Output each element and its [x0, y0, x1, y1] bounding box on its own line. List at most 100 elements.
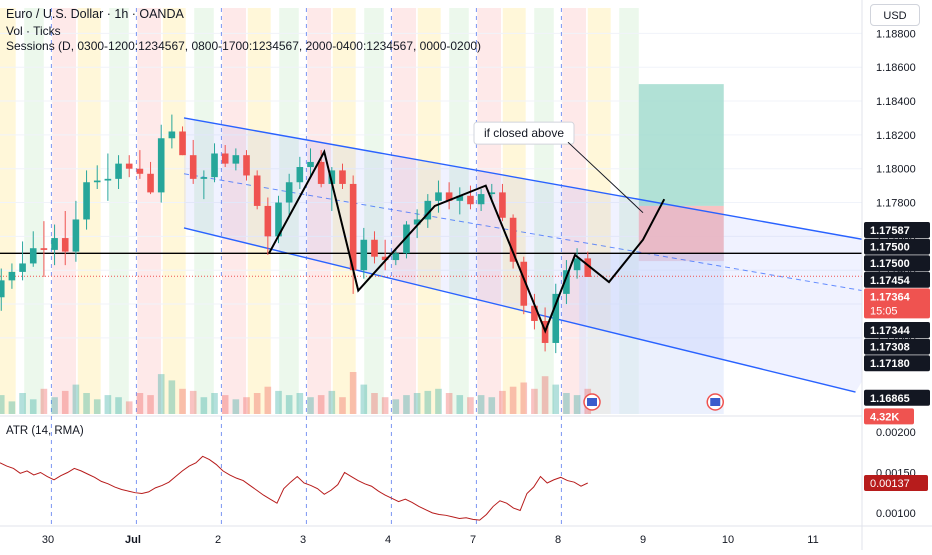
candle-body [563, 270, 570, 294]
volume-bar [189, 390, 197, 414]
session-band [137, 8, 162, 414]
candle-body [93, 180, 101, 183]
candle-body [115, 163, 122, 179]
time-tick-label: 9 [640, 534, 646, 546]
position-zones [184, 84, 932, 414]
volume-bar [0, 395, 5, 414]
candle-body [104, 178, 112, 181]
volume-bar [541, 376, 549, 414]
volume-bar [275, 390, 282, 414]
volume-label: Vol · Ticks [6, 24, 61, 38]
projection-zone [579, 253, 724, 414]
volume-bar [40, 388, 48, 414]
atr-last-tag [864, 475, 928, 491]
session-band [247, 8, 271, 414]
candle-body [232, 155, 240, 164]
candle-body [317, 161, 325, 184]
candle-body [243, 155, 250, 176]
volume-bar [445, 393, 453, 414]
price-tags: 1.17587 1.17500 1.17500 1.17454 1.17364 15:05… [864, 222, 930, 425]
volume-bar [61, 390, 69, 414]
session-band [392, 8, 417, 414]
channel-lower [183, 227, 856, 393]
volume-bar [499, 390, 506, 414]
candle-body [72, 219, 80, 252]
volume-bar [435, 388, 442, 414]
price-tag-value: 1.16865 [870, 393, 910, 405]
volume-bar [360, 384, 368, 414]
candle-body [467, 195, 474, 205]
candle-body [573, 258, 581, 271]
volume-bar [349, 372, 357, 414]
volume-bar [456, 395, 464, 414]
volume-bar [200, 397, 208, 414]
price-tag-value: 1.17308 [870, 342, 910, 354]
price-tag [864, 322, 930, 338]
candle-body [360, 239, 368, 271]
price-tick-label: 1.18400 [876, 96, 916, 108]
annotation: if closed above [473, 121, 724, 411]
volume-bar [83, 393, 90, 414]
volume-bar [307, 397, 314, 414]
session-band [52, 8, 77, 414]
price-tag [864, 238, 930, 255]
price-tag [864, 355, 930, 372]
volume-tag [864, 408, 914, 425]
session-band [364, 8, 384, 414]
volume-bar [19, 393, 26, 414]
price-tag-value: 1.17587 [870, 225, 910, 237]
candle-body [200, 177, 208, 179]
annotation-text: if closed above [484, 126, 564, 140]
candle-body [381, 256, 389, 261]
volume-bar [29, 399, 37, 414]
candle-body [285, 182, 293, 203]
candle-body [509, 217, 517, 262]
candle-body [552, 293, 560, 343]
price-tag [864, 338, 930, 355]
candle-body [51, 238, 58, 250]
candle-body [456, 195, 464, 201]
atr-tick-label: 0.00100 [876, 508, 916, 520]
volume-bar [136, 393, 144, 414]
price-tag [864, 389, 930, 406]
candle-body [157, 138, 165, 193]
price-tag-value: 1.17180 [870, 358, 910, 370]
volume-bar [477, 395, 485, 414]
candle-body [584, 258, 592, 277]
candle-body [179, 131, 186, 156]
price-tag-value: 1.17500 [870, 242, 910, 254]
chart-title: Euro / U.S. Dollar · 1h · OANDA [6, 7, 184, 21]
volume-bar [339, 397, 346, 414]
candle-body [264, 205, 272, 237]
currency-button[interactable]: USD [870, 4, 920, 26]
volume-bar [392, 399, 400, 414]
candle-body [435, 192, 442, 201]
volume-bar [531, 388, 538, 414]
volume-bar [296, 393, 304, 414]
candle-body [253, 175, 261, 206]
volume-bar [264, 386, 272, 414]
flag-icon [710, 398, 721, 406]
time-tick-label: 4 [385, 534, 391, 546]
candle-body [531, 305, 538, 321]
volume-bar [403, 395, 410, 414]
volume-bar [157, 374, 165, 414]
candle-body [147, 173, 154, 193]
pattern-lines [268, 149, 666, 334]
candle-body [83, 182, 90, 220]
atr-title: ATR (14, RMA) [6, 425, 84, 437]
candle-body [275, 202, 282, 237]
price-tag-value: 1.17364 [870, 291, 911, 303]
volume-bar [371, 393, 378, 414]
time-tick-label: 3 [300, 534, 306, 546]
volume-bar [221, 395, 229, 414]
annotation-box [473, 121, 575, 145]
candle-body [211, 153, 218, 178]
volume-bar [509, 386, 517, 414]
volume-bar [328, 390, 336, 414]
session-band [332, 8, 356, 414]
candle-body [445, 192, 453, 201]
time-tick-label: 8 [555, 534, 561, 546]
channel-fill [184, 117, 932, 393]
